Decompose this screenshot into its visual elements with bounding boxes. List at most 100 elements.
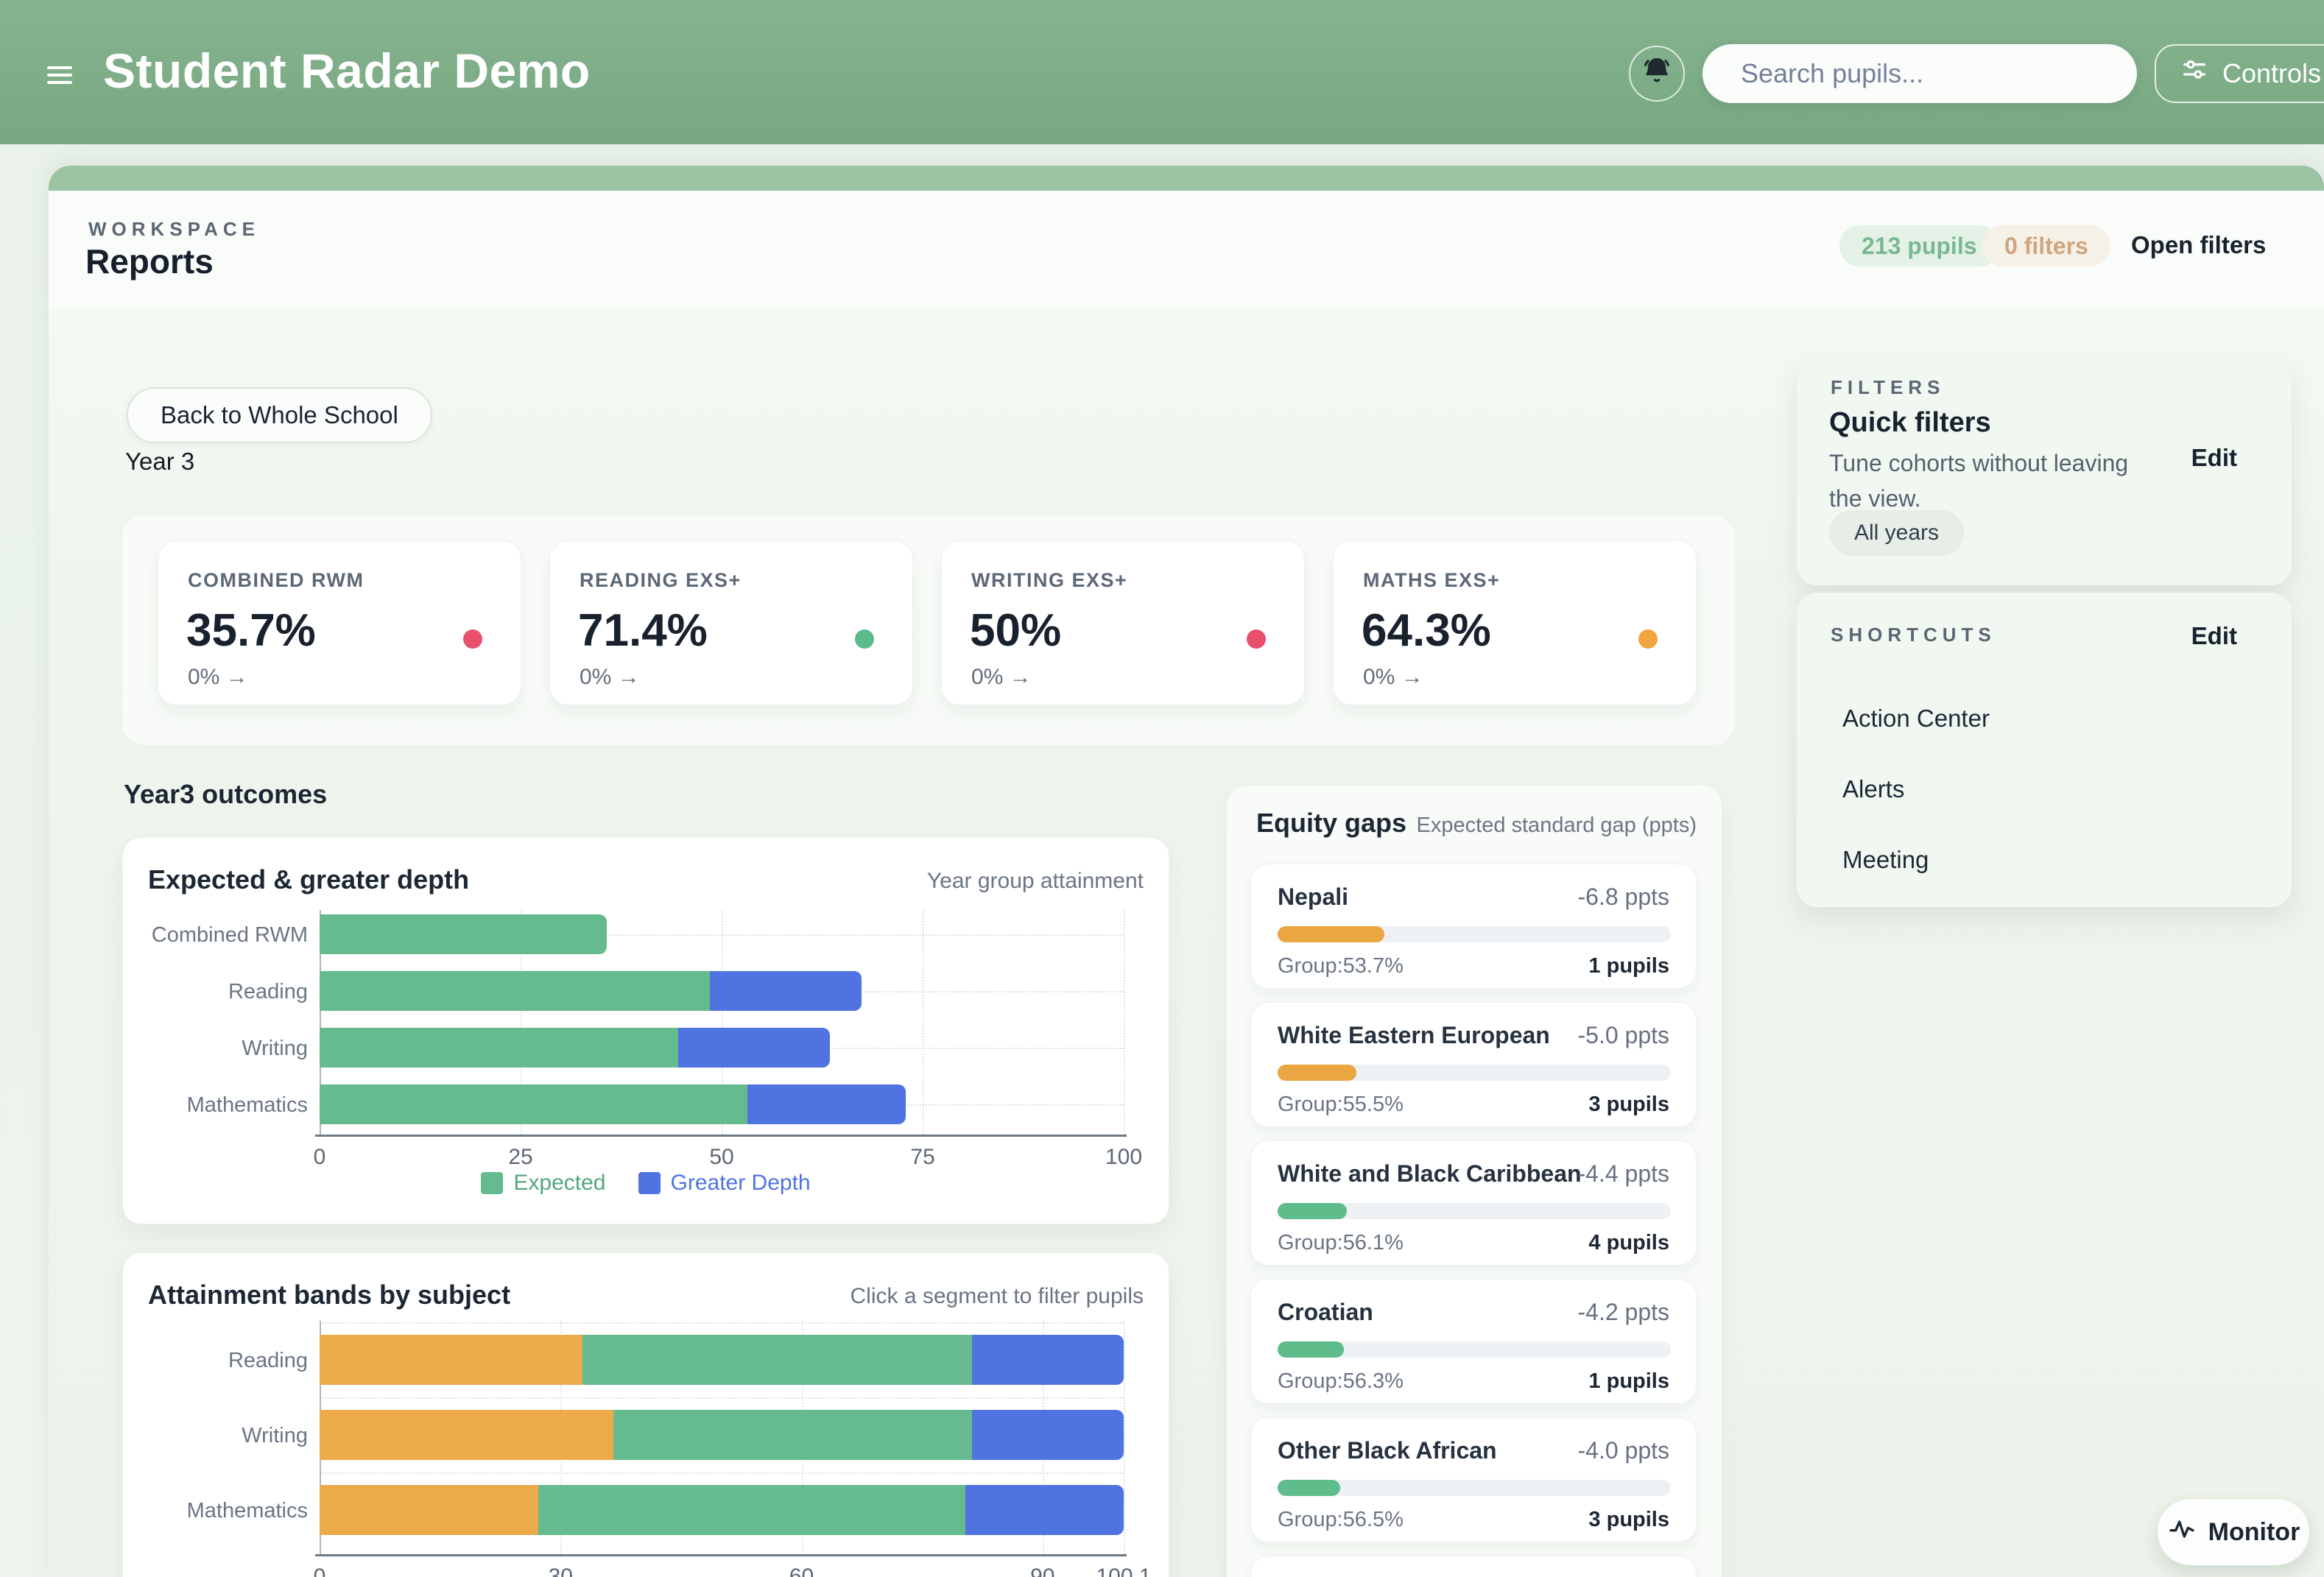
equity-item[interactable]: Nepali -6.8 ppts Group:53.7% 1 pupils <box>1250 864 1697 989</box>
back-to-whole-school-button[interactable]: Back to Whole School <box>127 387 432 443</box>
notifications-button[interactable] <box>1629 46 1685 102</box>
bar-segment[interactable] <box>971 1410 1124 1460</box>
equity-group-name: Croatian <box>1278 1299 1373 1325</box>
edit-shortcuts-button[interactable]: Edit <box>2191 622 2237 649</box>
axis-tick-label: 50 <box>709 1145 734 1169</box>
axis-tick-label: 25 <box>508 1145 533 1169</box>
shortcut-action-center[interactable]: Action Center <box>1842 705 1990 732</box>
kpi-card[interactable]: MATHS EXS+ 64.3% 0% → <box>1333 540 1697 705</box>
monitor-label: Monitor <box>2208 1517 2300 1546</box>
kpi-value: 50% <box>970 605 1062 656</box>
equity-gap-value: -4.2 ppts <box>1577 1299 1669 1325</box>
shortcuts-eyebrow: SHORTCUTS <box>1831 624 1996 646</box>
bar-segment[interactable] <box>538 1485 966 1535</box>
bar-segment[interactable] <box>320 1335 582 1385</box>
equity-subtitle: Expected standard gap (ppts) <box>1416 814 1697 837</box>
category-label: Writing <box>242 1424 308 1447</box>
equity-group-name: Portuguese <box>1278 1576 1407 1577</box>
equity-pupil-count: 3 pupils <box>1588 1508 1669 1531</box>
kpi-delta: 0% → <box>1363 665 1423 689</box>
menu-icon[interactable] <box>47 62 72 87</box>
chart-title: Attainment bands by subject <box>148 1280 511 1310</box>
pulse-icon <box>2167 1514 2197 1550</box>
monitor-button[interactable]: Monitor <box>2158 1499 2309 1565</box>
search-input[interactable] <box>1702 44 2137 103</box>
equity-item[interactable]: Other Black African -4.0 ppts Group:56.5% 3… <box>1250 1417 1697 1542</box>
bar-segment <box>320 971 710 1011</box>
kpi-label: READING EXS+ <box>580 569 742 591</box>
bar-segment[interactable] <box>320 1410 614 1460</box>
kpi-value: 35.7% <box>186 605 316 656</box>
gridline <box>1124 910 1125 1135</box>
equity-bar-fill <box>1278 926 1385 942</box>
bar-segment[interactable] <box>971 1335 1124 1385</box>
equity-bar-track <box>1278 1341 1671 1358</box>
bar-segment <box>709 971 862 1011</box>
equity-item[interactable]: White and Black Caribbean -4.4 ppts Group:… <box>1250 1140 1697 1266</box>
kpi-card[interactable]: COMBINED RWM 35.7% 0% → <box>158 540 521 705</box>
equity-group-name: White and Black Caribbean <box>1278 1160 1582 1187</box>
kpi-card[interactable]: WRITING EXS+ 50% 0% → <box>941 540 1305 705</box>
gridline <box>521 910 522 1135</box>
equity-gap-value: -4.0 ppts <box>1577 1576 1669 1577</box>
status-dot-icon <box>855 629 874 649</box>
filters-count-badge: 0 filters <box>1982 225 2110 267</box>
app-header: Student Radar Demo Controls <box>0 0 2324 144</box>
equity-gaps-panel: Equity gaps Expected standard gap (ppts)… <box>1227 786 1722 1577</box>
chart-title: Expected & greater depth <box>148 864 470 895</box>
equity-bar-fill <box>1278 1480 1341 1496</box>
open-filters-button[interactable]: Open filters <box>2131 231 2267 258</box>
bar-segment[interactable] <box>965 1485 1124 1535</box>
workspace-eyebrow: WORKSPACE <box>88 218 260 240</box>
quick-filters-title: Quick filters <box>1829 407 1991 438</box>
app-title: Student Radar Demo <box>103 43 591 98</box>
accent-strip <box>49 166 2324 191</box>
kpi-label: MATHS EXS+ <box>1363 569 1501 591</box>
bar-segment <box>320 1084 747 1124</box>
category-label: Reading <box>228 1349 308 1372</box>
bar-segment[interactable] <box>582 1335 972 1385</box>
legend-item: Expected <box>481 1171 606 1196</box>
kpi-row: COMBINED RWM 35.7% 0% → READING EXS+ 71.4% 0%… <box>158 540 1697 705</box>
controls-label: Controls <box>2222 58 2322 88</box>
edit-filters-button[interactable]: Edit <box>2191 444 2237 471</box>
axis-tick-label: 90 <box>1030 1564 1055 1577</box>
quick-filters-description: Tune cohorts without leaving the view. <box>1829 450 2129 512</box>
equity-item[interactable]: White Eastern European -5.0 ppts Group:55.… <box>1250 1002 1697 1127</box>
equity-bar-track <box>1278 1065 1671 1081</box>
equity-gap-value: -4.4 ppts <box>1577 1160 1669 1187</box>
gridline <box>923 910 924 1135</box>
chart-subtitle: Click a segment to filter pupils <box>850 1284 1144 1308</box>
axis-tick-label: 30 <box>548 1564 573 1577</box>
pupils-count-badge: 213 pupils <box>1839 225 1999 267</box>
equity-group-pct: Group:53.7% <box>1278 954 1404 978</box>
quick-filters-panel: FILTERS Quick filters Tune cohorts witho… <box>1797 359 2292 585</box>
equity-bar-track <box>1278 1480 1671 1496</box>
legend-item: Greater Depth <box>638 1171 811 1196</box>
page-title: Reports <box>85 242 214 281</box>
all-years-chip[interactable]: All years <box>1829 510 1965 556</box>
gridline <box>320 1472 1124 1474</box>
shortcut-alerts[interactable]: Alerts <box>1842 775 1905 802</box>
kpi-delta: 0% → <box>971 665 1032 689</box>
gridline <box>722 910 723 1135</box>
shortcut-meeting[interactable]: Meeting <box>1842 846 1929 873</box>
bar-segment <box>747 1084 906 1124</box>
attainment-bands-chart-card: Attainment bands by subject Click a segm… <box>122 1252 1169 1577</box>
equity-group-pct: Group:56.5% <box>1278 1508 1404 1531</box>
equity-item[interactable]: Portuguese -4.0 ppts <box>1250 1556 1697 1577</box>
bar-segment[interactable] <box>320 1485 538 1535</box>
equity-title: Equity gaps <box>1256 808 1407 838</box>
equity-item[interactable]: Croatian -4.2 ppts Group:56.3% 1 pupils <box>1250 1279 1697 1404</box>
kpi-delta: 0% → <box>188 665 248 689</box>
expected-greater-depth-chart-card: Expected & greater depth Year group atta… <box>122 837 1169 1224</box>
category-label: Mathematics <box>186 1093 308 1117</box>
chart-subtitle: Year group attainment <box>926 869 1144 893</box>
controls-button[interactable]: Controls <box>2155 44 2324 103</box>
bar-segment[interactable] <box>613 1410 972 1460</box>
equity-gap-value: -5.0 ppts <box>1577 1022 1669 1048</box>
equity-group-pct: Group:56.1% <box>1278 1231 1404 1255</box>
kpi-card[interactable]: READING EXS+ 71.4% 0% → <box>549 540 913 705</box>
bar-segment <box>320 1028 679 1068</box>
equity-gap-value: -4.0 ppts <box>1577 1437 1669 1464</box>
